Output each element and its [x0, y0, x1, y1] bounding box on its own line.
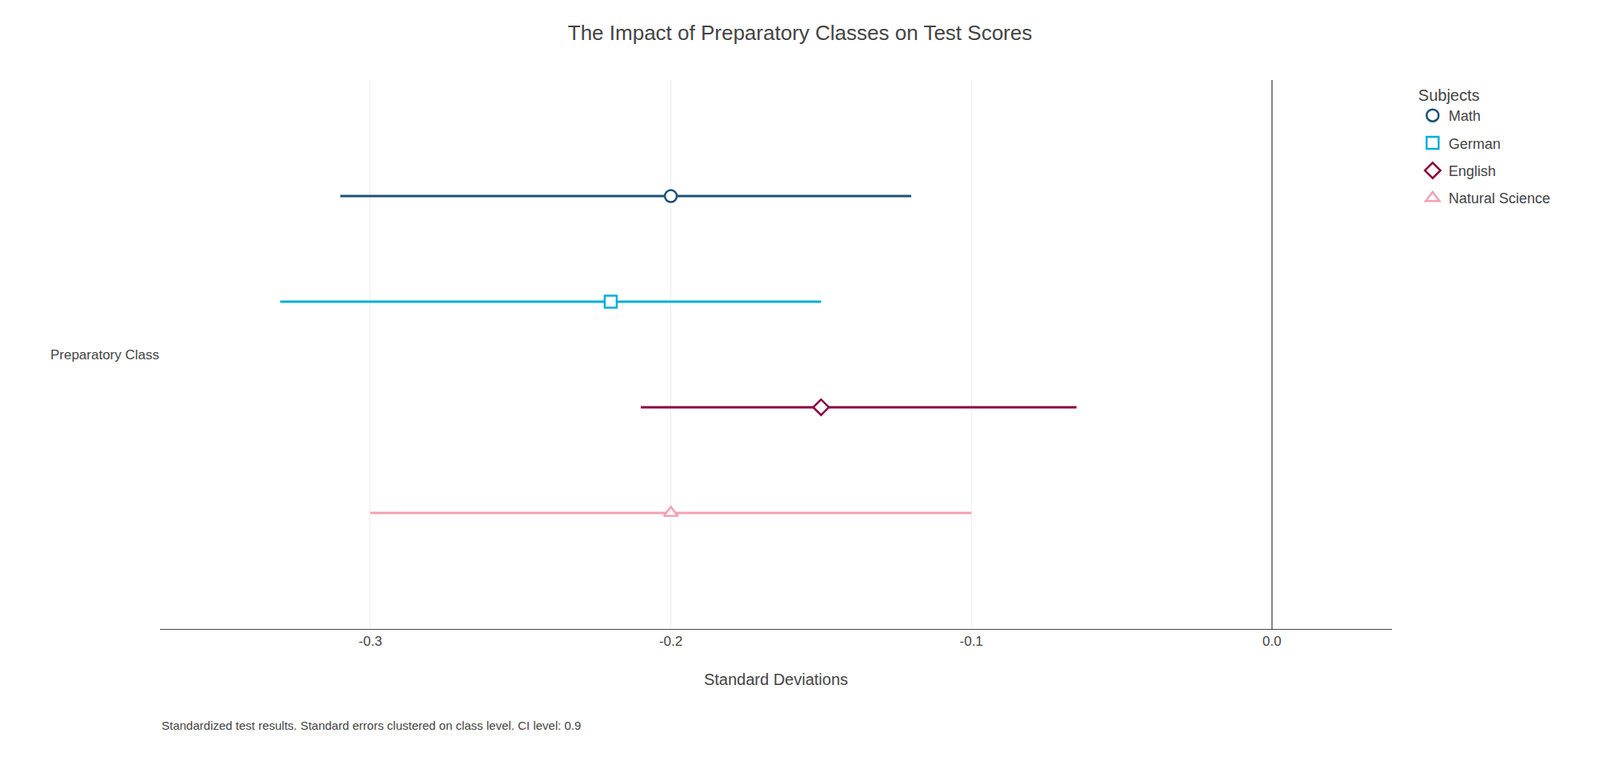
- svg-text:-0.3: -0.3: [358, 633, 382, 649]
- svg-text:Standard Deviations: Standard Deviations: [704, 670, 848, 688]
- svg-text:0.0: 0.0: [1262, 633, 1282, 649]
- svg-text:Subjects: Subjects: [1418, 86, 1480, 104]
- svg-text:English: English: [1448, 163, 1496, 180]
- svg-text:Natural Science: Natural Science: [1448, 190, 1551, 207]
- svg-text:The Impact of Preparatory Clas: The Impact of Preparatory Classes on Tes…: [568, 20, 1032, 45]
- svg-text:Math: Math: [1448, 108, 1481, 124]
- svg-text:-0.2: -0.2: [659, 633, 683, 649]
- svg-text:Preparatory Class: Preparatory Class: [50, 347, 160, 363]
- svg-text:German: German: [1448, 136, 1501, 152]
- svg-text:-0.1: -0.1: [960, 633, 984, 649]
- svg-text:Standardized test results. Sta: Standardized test results. Standard erro…: [161, 718, 581, 732]
